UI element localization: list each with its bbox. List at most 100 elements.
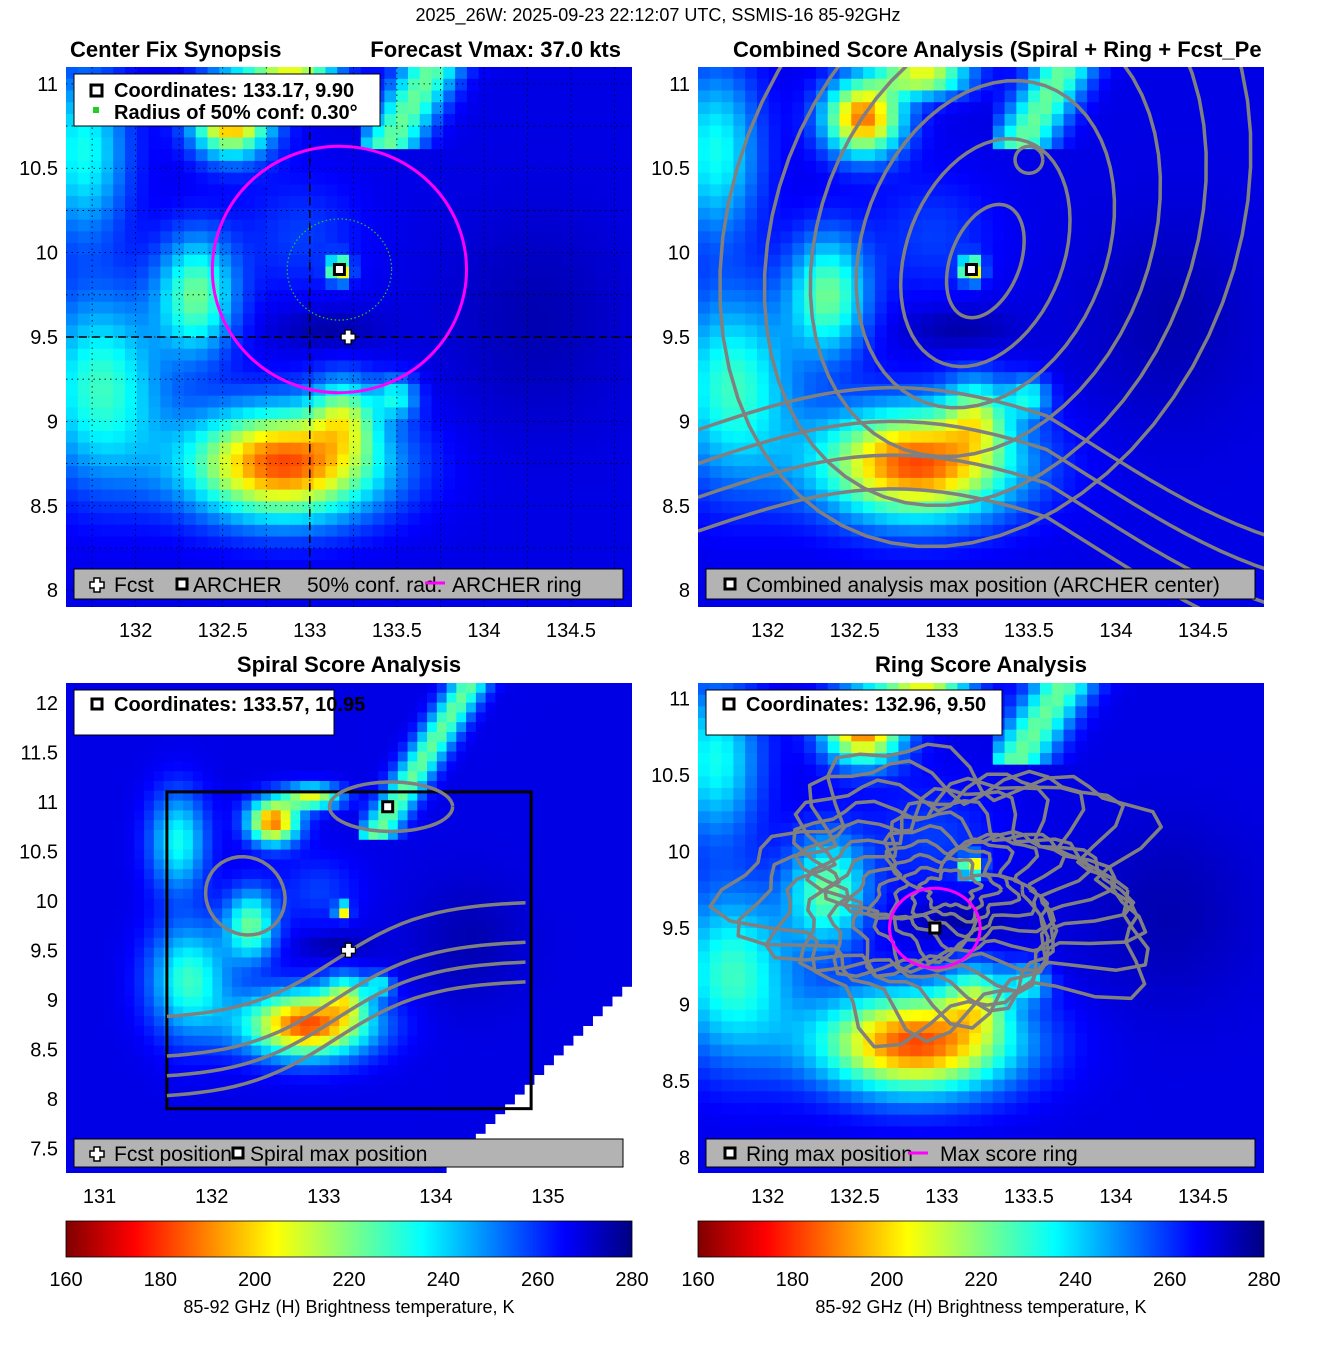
heatmap-cell: [815, 278, 829, 291]
heatmap-cell: [827, 325, 841, 338]
heatmap-cell: [1075, 78, 1088, 92]
heatmap-cell: [113, 137, 126, 150]
heatmap-cell: [969, 407, 982, 420]
heatmap-cell: [1004, 548, 1017, 561]
heatmap-cell: [792, 67, 805, 80]
heatmap-cell: [1028, 454, 1041, 467]
heatmap-cell: [384, 172, 397, 185]
heatmap-cell: [1146, 466, 1159, 479]
heatmap-cell: [77, 137, 91, 150]
heatmap-cell: [1075, 266, 1088, 279]
heatmap-cell: [183, 266, 197, 279]
heatmap-cell: [698, 207, 711, 221]
heatmap-cell: [419, 67, 433, 80]
heatmap-cell: [1228, 454, 1242, 467]
heatmap-cell: [478, 102, 492, 115]
heatmap-cell: [792, 78, 805, 92]
heatmap-cell: [114, 683, 126, 694]
heatmap-cell: [537, 78, 551, 92]
heatmap-cell: [1110, 372, 1124, 385]
heatmap-cell: [839, 243, 852, 256]
heatmap-cell: [602, 683, 614, 694]
heatmap-cell: [596, 243, 610, 256]
heatmap-cell: [407, 290, 421, 303]
heatmap-cell: [524, 741, 536, 753]
heatmap-cell: [804, 536, 817, 549]
heatmap-cell: [1063, 536, 1076, 549]
heatmap-cell: [456, 692, 467, 704]
heatmap-cell: [792, 548, 805, 561]
heatmap-cell: [957, 184, 970, 197]
heatmap-cell: [77, 430, 91, 444]
panel-title-right: Forecast Vmax: 37.0 kts: [370, 37, 621, 62]
heatmap-cell: [101, 160, 114, 174]
heatmap-cell: [136, 466, 150, 479]
heatmap-cell: [815, 395, 829, 409]
heatmap-cell: [113, 489, 126, 502]
heatmap-cell: [1122, 419, 1135, 432]
heatmap-cell: [1169, 595, 1183, 607]
heatmap-cell: [981, 419, 994, 432]
heatmap-cell: [910, 102, 923, 115]
heatmap-cell: [396, 501, 409, 514]
heatmap-cell: [160, 501, 173, 514]
heatmap-cell: [75, 751, 87, 762]
heatmap-cell: [124, 751, 135, 762]
heatmap-cell: [596, 102, 610, 115]
heatmap-cell: [349, 419, 362, 432]
heatmap-cell: [561, 513, 574, 526]
heatmap-cell: [898, 595, 911, 607]
heatmap-cell: [490, 395, 503, 409]
heatmap-cell: [396, 266, 409, 279]
heatmap-cell: [212, 732, 223, 743]
heatmap-cell: [827, 113, 841, 127]
heatmap-cell: [183, 243, 197, 256]
heatmap-cell: [733, 113, 746, 127]
heatmap-cell: [301, 372, 315, 385]
heatmap-cell: [922, 595, 935, 607]
heatmap-cell: [698, 348, 711, 362]
heatmap-cell: [1205, 102, 1218, 115]
heatmap-cell: [172, 207, 185, 221]
heatmap-cell: [325, 125, 338, 139]
heatmap-cell: [242, 454, 256, 467]
heatmap-cell: [290, 348, 303, 362]
heatmap-cell: [417, 683, 428, 694]
heatmap-cell: [490, 266, 503, 279]
heatmap-cell: [419, 301, 433, 315]
heatmap-cell: [709, 125, 723, 139]
heatmap-cell: [698, 325, 711, 338]
heatmap-cell: [124, 524, 138, 538]
heatmap-cell: [745, 184, 758, 197]
heatmap-cell: [815, 243, 829, 256]
heatmap-cell: [505, 722, 516, 733]
heatmap-cell: [584, 137, 598, 150]
heatmap-cell: [969, 325, 982, 338]
heatmap-cell: [431, 254, 444, 268]
heatmap-cell: [242, 419, 256, 432]
heatmap-cell: [1134, 395, 1147, 409]
heatmap-cell: [544, 712, 555, 723]
heatmap-cell: [898, 477, 911, 491]
heatmap-cell: [163, 751, 174, 762]
heatmap-cell: [1252, 149, 1264, 162]
heatmap-cell: [561, 254, 574, 268]
heatmap-cell: [1252, 113, 1264, 127]
heatmap-cell: [549, 513, 562, 526]
heatmap-cell: [981, 524, 994, 538]
heatmap-cell: [443, 290, 456, 303]
heatmap-cell: [114, 741, 126, 753]
heatmap-cell: [148, 325, 161, 338]
heatmap-cell: [183, 524, 197, 538]
heatmap-cell: [490, 254, 503, 268]
heatmap-cell: [514, 524, 527, 538]
heatmap-cell: [278, 184, 291, 197]
heatmap-cell: [1169, 125, 1183, 139]
heatmap-cell: [874, 395, 888, 409]
heatmap-cell: [77, 243, 91, 256]
heatmap-cell: [745, 548, 758, 561]
heatmap-cell: [1122, 184, 1135, 197]
heatmap-cell: [1028, 149, 1041, 162]
x-tick-label: 134: [1099, 620, 1132, 642]
